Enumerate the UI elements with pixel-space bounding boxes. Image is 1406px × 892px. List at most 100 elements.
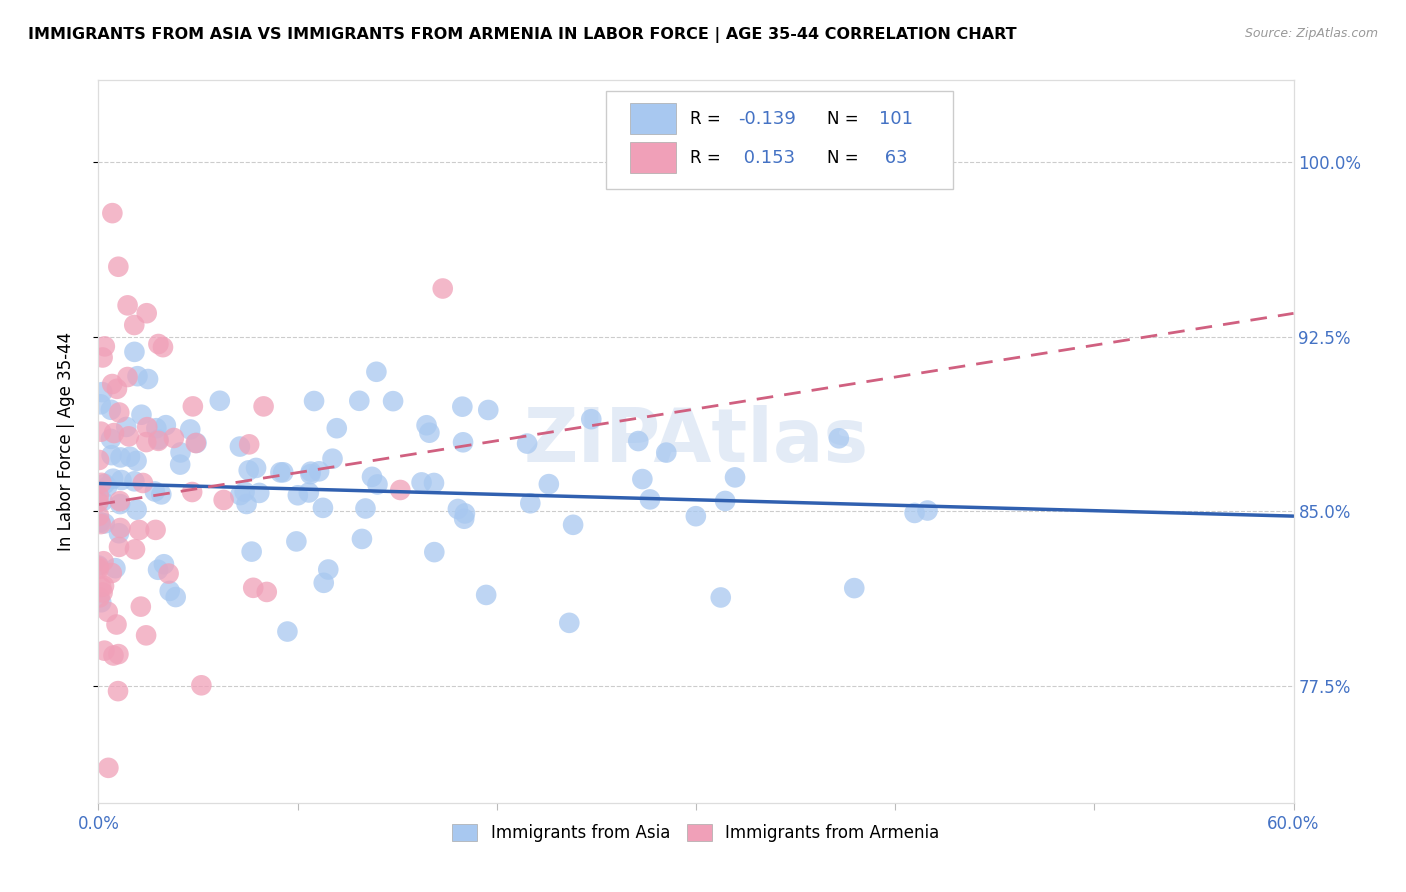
Point — [366, 365, 388, 379]
Point — [157, 566, 180, 581]
Point — [181, 400, 204, 414]
Point — [91, 585, 114, 599]
Point — [212, 492, 235, 507]
Point — [101, 472, 124, 486]
Point — [165, 590, 187, 604]
Point — [298, 485, 321, 500]
Point — [125, 502, 148, 516]
Point — [101, 566, 124, 580]
Bar — [630, 103, 676, 134]
Point — [145, 421, 167, 435]
Text: 101: 101 — [879, 110, 912, 128]
Point — [105, 617, 128, 632]
Point — [135, 435, 157, 450]
Point — [233, 484, 256, 499]
Point — [87, 508, 110, 523]
Point — [110, 473, 132, 487]
Text: ZIPAtlas: ZIPAtlas — [523, 405, 869, 478]
Point — [135, 628, 157, 642]
Point — [361, 470, 384, 484]
Point — [229, 488, 252, 502]
Point — [117, 370, 139, 384]
Point — [316, 562, 339, 576]
Point — [153, 558, 176, 572]
Point — [581, 412, 603, 426]
Point — [451, 400, 474, 414]
Point — [146, 563, 169, 577]
Point — [87, 453, 110, 467]
Point — [118, 450, 141, 464]
Point — [415, 418, 437, 433]
Point — [537, 477, 560, 491]
Text: R =: R = — [690, 149, 725, 167]
Text: N =: N = — [827, 110, 865, 128]
Point — [90, 397, 112, 411]
Point — [245, 461, 267, 475]
Point — [90, 475, 112, 490]
Point — [124, 542, 146, 557]
Point — [516, 436, 538, 450]
Point — [91, 494, 114, 508]
Point — [208, 393, 231, 408]
Point — [124, 475, 146, 489]
Point — [89, 515, 111, 529]
Point — [155, 418, 177, 433]
Point — [477, 403, 499, 417]
Point — [100, 432, 122, 446]
Point — [638, 492, 661, 507]
Point — [91, 385, 114, 400]
Point — [159, 583, 181, 598]
Point — [828, 431, 851, 445]
Point — [148, 434, 170, 448]
Point — [107, 647, 129, 661]
Point — [242, 581, 264, 595]
Point — [354, 501, 377, 516]
Point — [190, 678, 212, 692]
Point — [179, 422, 201, 436]
Point — [350, 532, 373, 546]
Point — [724, 470, 747, 484]
Point — [451, 435, 474, 450]
FancyBboxPatch shape — [606, 91, 953, 189]
Point — [235, 497, 257, 511]
Point — [299, 467, 322, 482]
Point — [87, 562, 110, 576]
Point — [132, 475, 155, 490]
Point — [89, 591, 111, 605]
Point — [136, 372, 159, 386]
Point — [103, 648, 125, 663]
Point — [135, 306, 157, 320]
Point — [181, 485, 204, 500]
Point — [169, 458, 191, 472]
Point — [117, 298, 139, 312]
Point — [110, 450, 132, 465]
Point — [124, 318, 146, 332]
Point — [91, 351, 114, 365]
Text: 0.153: 0.153 — [738, 149, 794, 167]
Point — [97, 605, 120, 619]
Point — [308, 464, 330, 478]
Point — [93, 579, 115, 593]
Point — [454, 507, 477, 521]
Point — [312, 575, 335, 590]
Y-axis label: In Labor Force | Age 35-44: In Labor Force | Age 35-44 — [56, 332, 75, 551]
Point — [93, 554, 115, 568]
Point — [382, 394, 405, 409]
Point — [389, 483, 412, 497]
Point — [108, 540, 131, 554]
Text: R =: R = — [690, 110, 725, 128]
Point — [103, 426, 125, 441]
Point — [110, 521, 132, 535]
Point — [475, 588, 498, 602]
Text: 63: 63 — [879, 149, 907, 167]
Point — [519, 496, 541, 510]
Point — [127, 369, 149, 384]
Point — [271, 465, 294, 479]
Point — [423, 475, 446, 490]
Point — [125, 454, 148, 468]
Point — [87, 495, 110, 509]
Point — [655, 445, 678, 459]
Point — [299, 465, 322, 479]
Point — [432, 281, 454, 295]
Point — [287, 488, 309, 502]
